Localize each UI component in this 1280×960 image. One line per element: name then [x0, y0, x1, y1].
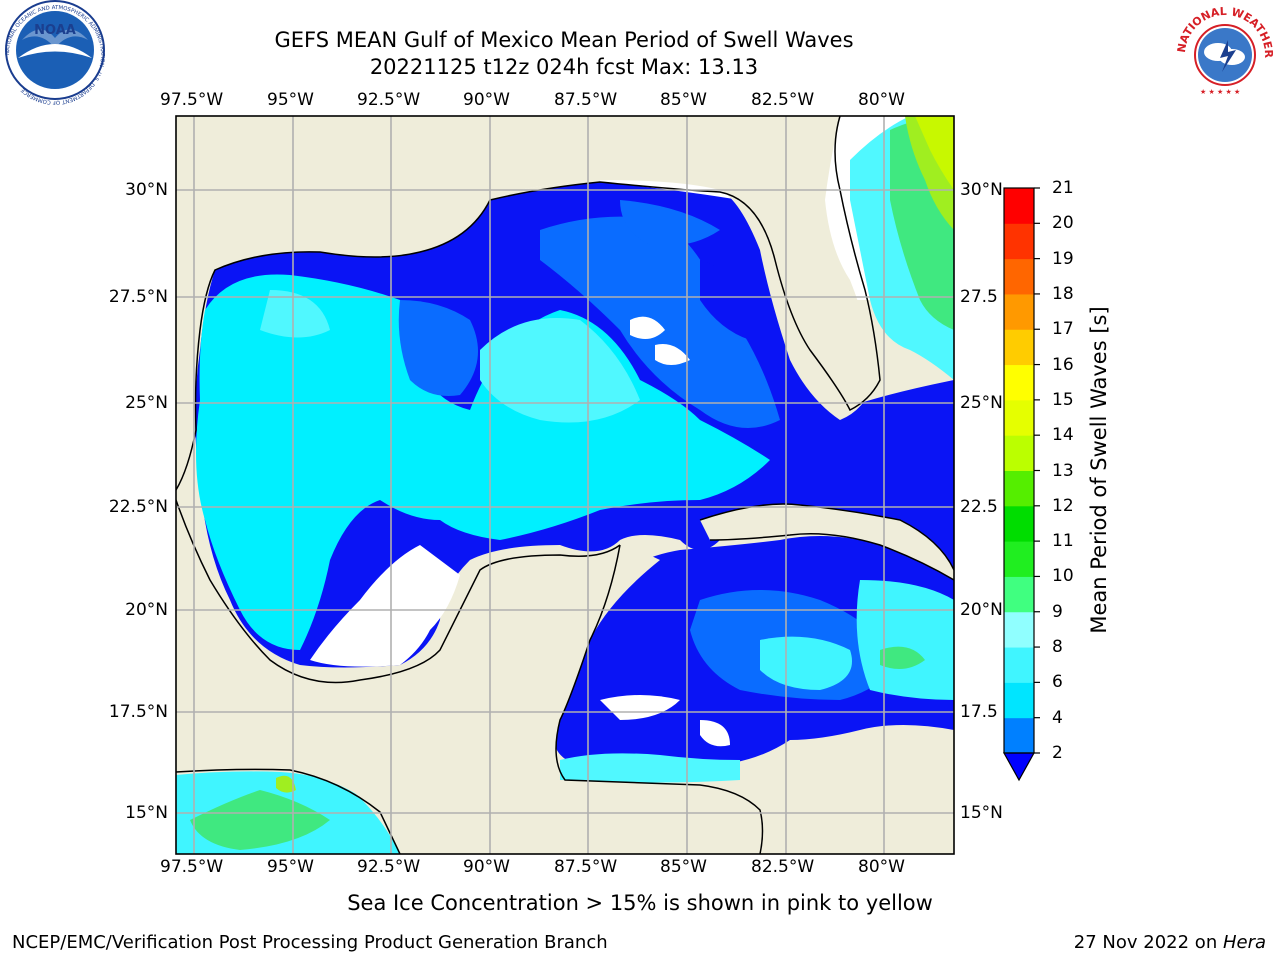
lon-tick: 97.5°W: [160, 857, 224, 877]
svg-text:★ ★ ★ ★ ★: ★ ★ ★ ★ ★: [1200, 88, 1240, 96]
lat-tick: 30°N: [125, 180, 168, 200]
map-subtitle: 20221125 t12z 024h fcst Max: 13.13: [369, 55, 759, 79]
lat-tick: 22.5°N: [108, 497, 168, 517]
lat-tick: 27.5°N: [108, 287, 168, 307]
lat-tick: 20°N: [125, 600, 168, 620]
noaa-logo-text: NOAA: [34, 23, 76, 38]
colorbar-tick-label: 18: [1052, 283, 1074, 304]
colorbar-tick-label: 21: [1052, 178, 1074, 198]
lon-tick: 90°W: [463, 90, 510, 110]
colorbar: [1002, 187, 1040, 782]
colorbar-label: Mean Period of Swell Waves [s]: [1087, 306, 1111, 634]
cyan-swell-area: [196, 274, 770, 650]
lon-tick: 82.5°W: [751, 90, 815, 110]
colorbar-segment: [1004, 682, 1034, 719]
lon-tick: 92.5°W: [357, 90, 421, 110]
lat-tick: 30°N: [960, 180, 1003, 200]
colorbar-tick-label: 11: [1052, 531, 1074, 552]
lat-tick: 25°N: [125, 393, 168, 413]
colorbar-segment: [1004, 435, 1034, 471]
lon-tick: 80°W: [858, 90, 905, 110]
lat-tick: 17.5: [960, 702, 998, 722]
colorbar-segment: [1004, 293, 1034, 330]
lon-tick: 95°W: [267, 857, 314, 877]
footer-host: Hera: [1222, 932, 1266, 953]
colorbar-tick-label: 12: [1052, 495, 1074, 516]
lon-tick: 97.5°W: [160, 90, 224, 110]
footer-date-text: 27 Nov 2022 on: [1073, 932, 1223, 953]
lon-tick: 80°W: [858, 857, 905, 877]
map-title: GEFS MEAN Gulf of Mexico Mean Period of …: [274, 28, 854, 52]
footer-date: 27 Nov 2022 on Hera: [1074, 932, 1266, 953]
lat-tick: 15°N: [960, 803, 1003, 823]
colorbar-segment: [1004, 576, 1034, 613]
lat-tick: 20°N: [960, 600, 1003, 620]
lon-tick: 87.5°W: [554, 90, 618, 110]
colorbar-segment: [1004, 329, 1034, 366]
lon-tick: 92.5°W: [357, 857, 421, 877]
colorbar-tick-label: 9: [1052, 601, 1063, 622]
lon-tick: 90°W: [463, 857, 510, 877]
colorbar-segment: [1004, 364, 1034, 401]
caribbean-water: [555, 536, 954, 770]
colorbar-extension: [1002, 752, 1036, 782]
colorbar-segment: [1004, 399, 1034, 436]
lon-tick: 82.5°W: [751, 857, 815, 877]
colorbar-tick-label: 10: [1052, 566, 1074, 587]
colorbar-segment: [1004, 258, 1034, 295]
colorbar-segment: [1004, 470, 1034, 507]
colorbar-tick-label: 16: [1052, 354, 1074, 375]
colorbar-segment: [1004, 541, 1034, 577]
lon-tick: 87.5°W: [554, 857, 618, 877]
lat-tick: 15°N: [125, 803, 168, 823]
gulf-water: [195, 182, 954, 668]
colorbar-segment: [1004, 717, 1034, 754]
lon-tick: 85°W: [660, 857, 707, 877]
lat-tick: 27.5: [960, 287, 998, 307]
coastline-gulf: [176, 116, 881, 491]
footer-branch: NCEP/EMC/Verification Post Processing Pr…: [12, 932, 608, 953]
nws-logo: NATIONAL WEATHER SERVICE ★ ★ ★ ★ ★: [1170, 0, 1277, 107]
colorbar-tick-label: 20: [1052, 213, 1074, 234]
lat-tick: 25°N: [960, 393, 1003, 413]
sea-ice-note: Sea Ice Concentration > 15% is shown in …: [347, 891, 933, 915]
coastline-cuba: [699, 503, 954, 581]
colorbar-tick-label: 14: [1052, 425, 1074, 446]
colorbar-tick-label: 8: [1052, 637, 1063, 658]
colorbar-tick-label: 2: [1052, 743, 1063, 763]
colorbar-segment: [1004, 223, 1034, 260]
lat-tick: 22.5: [960, 497, 998, 517]
colorbar-tick-label: 17: [1052, 319, 1074, 340]
pacific-swell: [176, 771, 400, 854]
colorbar-segment: [1004, 647, 1034, 683]
colorbar-tick-label: 19: [1052, 248, 1074, 269]
colorbar-segment: [1004, 611, 1034, 648]
lat-tick: 17.5°N: [108, 702, 168, 722]
atlantic-swell: [850, 116, 954, 380]
noaa-logo: NATIONAL OCEANIC AND ATMOSPHERIC ADMINIS…: [5, 0, 105, 105]
no-data-north-coast: [176, 116, 600, 247]
colorbar-segment: [1004, 505, 1034, 542]
colorbar-tick-label: 4: [1052, 707, 1063, 728]
lon-tick: 85°W: [660, 90, 707, 110]
colorbar-tick-label: 6: [1052, 672, 1063, 693]
colorbar-tick-label: 15: [1052, 389, 1074, 410]
land-mexico: [176, 116, 954, 854]
lon-tick: 95°W: [267, 90, 314, 110]
colorbar-segment: [1004, 188, 1034, 224]
colorbar-tick-label: 13: [1052, 460, 1074, 481]
